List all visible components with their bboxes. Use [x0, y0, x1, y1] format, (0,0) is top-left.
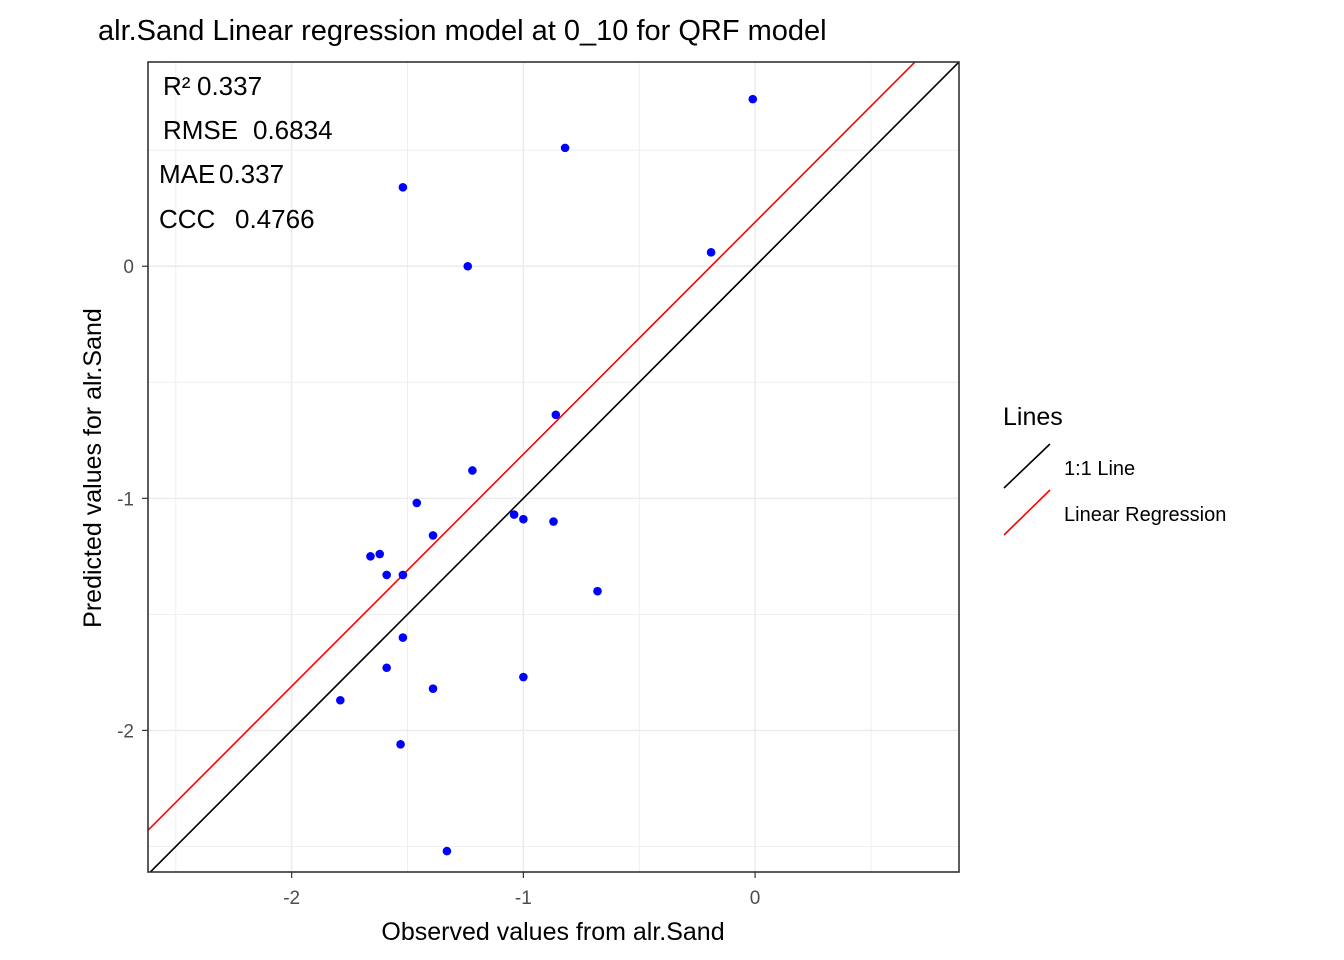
x-tick-label: -2: [283, 888, 300, 909]
data-point: [549, 517, 558, 526]
ccc-value: 0.4766: [235, 204, 315, 234]
data-point: [748, 94, 758, 104]
ccc-annotation: CCC 0.4766: [159, 204, 315, 234]
data-point: [375, 549, 385, 559]
grid-lines: [148, 62, 959, 872]
x-axis-title: Observed values from alr.Sand: [381, 918, 724, 946]
line-layer: [148, 62, 959, 872]
data-point: [519, 672, 528, 682]
mae-value: 0.337: [219, 159, 284, 189]
y-tick-label: -1: [117, 489, 134, 510]
legend-key-linear-regression: [1003, 489, 1051, 536]
x-tick-label: -1: [515, 888, 532, 909]
legend: Lines 1:1 Line Linear Regression: [1003, 403, 1226, 536]
axis-ticks: -2 -1 0 -2 -1 0: [117, 257, 760, 909]
data-point: [509, 510, 519, 519]
data-point: [593, 586, 602, 596]
data-point: [560, 143, 570, 153]
data-point: [366, 552, 375, 561]
data-point: [336, 695, 345, 705]
x-tick-label: 0: [750, 888, 761, 909]
r2-label: R²: [163, 71, 191, 101]
mae-annotation: MAE 0.337: [159, 159, 284, 189]
y-tick-label: -2: [117, 721, 134, 742]
data-point: [468, 466, 477, 475]
ccc-label: CCC: [159, 204, 215, 234]
chart-title: alr.Sand Linear regression model at 0_10…: [98, 15, 827, 47]
data-point: [442, 846, 452, 856]
mae-label: MAE: [159, 159, 215, 189]
data-point: [398, 633, 408, 642]
data-point: [396, 740, 405, 749]
r2-annotation: R² 0.337: [163, 71, 262, 101]
linear-regression-line: [148, 62, 917, 831]
data-point: [428, 684, 438, 693]
data-point: [398, 570, 408, 580]
rmse-annotation: RMSE 0.6834: [163, 115, 333, 145]
data-point: [398, 183, 408, 192]
data-point: [519, 514, 528, 524]
legend-title: Lines: [1003, 403, 1063, 431]
data-point: [463, 261, 473, 271]
y-axis-title: Predicted values for alr.Sand: [79, 308, 107, 628]
legend-label-one-to-one: 1:1 Line: [1064, 458, 1135, 480]
rmse-label: RMSE: [163, 115, 238, 145]
points-layer: [336, 94, 758, 856]
data-point: [428, 531, 438, 540]
one-to-one-line: [149, 62, 959, 872]
data-point: [551, 410, 561, 420]
rmse-value: 0.6834: [253, 115, 333, 145]
r2-value: 0.337: [197, 71, 262, 101]
y-tick-label: 0: [123, 257, 134, 278]
data-point: [382, 663, 391, 673]
data-point: [382, 570, 391, 580]
data-point: [706, 248, 716, 257]
plot-border: [147, 61, 960, 873]
data-point: [412, 498, 422, 508]
legend-label-linear-regression: Linear Regression: [1064, 504, 1226, 526]
legend-key-one-to-one: [1003, 443, 1051, 489]
